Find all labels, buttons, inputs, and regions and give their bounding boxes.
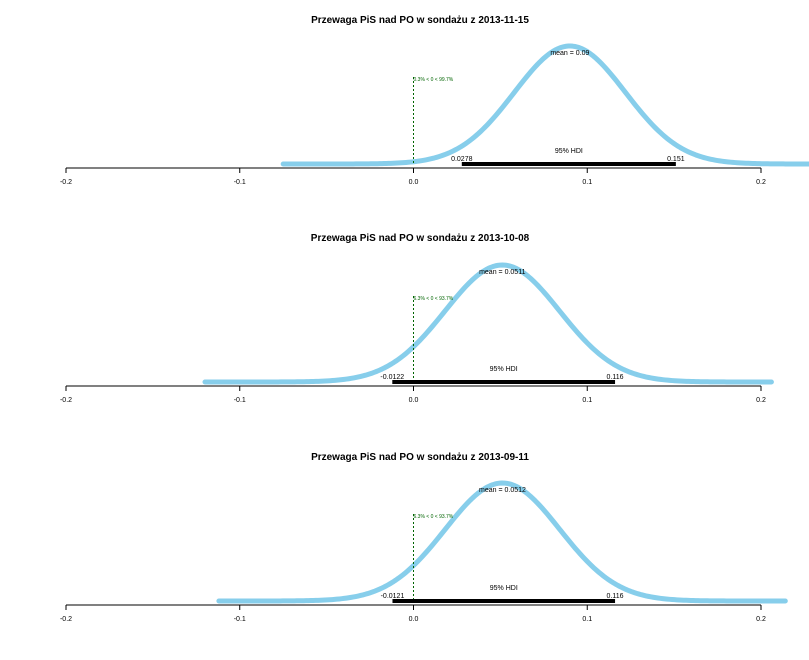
- chart-panel-2: Przewaga PiS nad PO w sondażu z 2013-10-…: [60, 233, 774, 404]
- chart-title: Przewaga PiS nad PO w sondażu z 2013-09-…: [311, 452, 529, 463]
- hdi-low-label: -0.0121: [381, 593, 405, 600]
- hdi-label: 95% HDI: [490, 366, 518, 373]
- x-tick-label: 0.0: [409, 179, 419, 186]
- hdi-label: 95% HDI: [555, 148, 583, 155]
- hdi-high-label: 0.116: [607, 593, 624, 600]
- x-tick-label: 0.2: [756, 616, 766, 623]
- hdi-label: 95% HDI: [490, 585, 518, 592]
- hdi-low-label: -0.0122: [380, 374, 404, 381]
- density-curve: [202, 262, 774, 385]
- mean-label: mean = 0.0511: [479, 269, 525, 276]
- x-tick-label: -0.2: [60, 179, 72, 186]
- x-tick-label: 0.2: [756, 179, 766, 186]
- x-tick-label: -0.1: [234, 179, 246, 186]
- x-tick-label: -0.2: [60, 616, 72, 623]
- x-tick-label: 0.1: [582, 179, 592, 186]
- chart-panel-1: Przewaga PiS nad PO w sondażu z 2013-11-…: [60, 15, 809, 186]
- x-tick-label: 0.1: [582, 616, 592, 623]
- comparison-label: 6.3% < 0 < 93.7%: [414, 514, 454, 520]
- hdi-low-label: 0.0278: [451, 156, 473, 163]
- chart-panel-3: Przewaga PiS nad PO w sondażu z 2013-09-…: [60, 452, 788, 623]
- x-tick-label: 0.1: [582, 397, 592, 404]
- mean-label: mean = 0.0512: [479, 487, 526, 494]
- hdi-high-label: 0.116: [607, 374, 624, 381]
- x-tick-label: -0.1: [234, 616, 246, 623]
- x-tick-label: -0.2: [60, 397, 72, 404]
- chart-title: Przewaga PiS nad PO w sondażu z 2013-11-…: [311, 15, 529, 26]
- comparison-label: 0.3% < 0 < 99.7%: [414, 77, 454, 83]
- x-tick-label: 0.0: [409, 616, 419, 623]
- chart-title: Przewaga PiS nad PO w sondażu z 2013-10-…: [311, 233, 530, 244]
- mean-label: mean = 0.09: [550, 50, 589, 57]
- hdi-high-label: 0.151: [667, 156, 685, 163]
- x-tick-label: -0.1: [234, 397, 246, 404]
- x-tick-label: 0.2: [756, 397, 766, 404]
- density-curve: [280, 43, 809, 167]
- x-tick-label: 0.0: [409, 397, 419, 404]
- density-curve: [216, 480, 788, 604]
- comparison-label: 6.3% < 0 < 93.7%: [414, 296, 454, 302]
